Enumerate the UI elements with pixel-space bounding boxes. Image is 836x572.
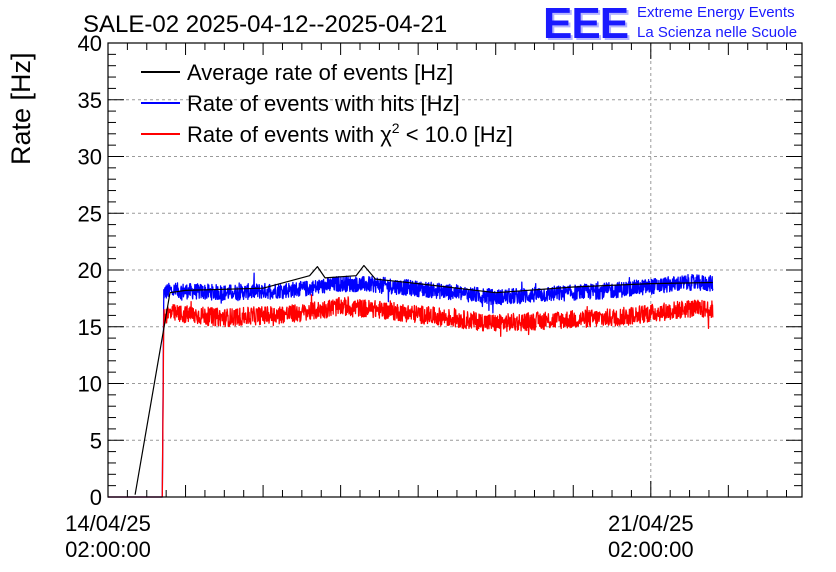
- y-tick-label: 10: [78, 372, 102, 397]
- plot-frame: [107, 42, 803, 498]
- legend-label-1: Average rate of events [Hz]: [187, 60, 453, 85]
- legend-label-3: Rate of events with χ2 < 10.0 [Hz]: [187, 120, 513, 147]
- y-tick-label: 5: [90, 428, 102, 453]
- x-tick-date: 14/04/25: [65, 511, 151, 536]
- logo-line-2: La Scienza nelle Scuole: [637, 24, 798, 41]
- y-tick-label: 30: [78, 145, 102, 170]
- y-tick-label: 40: [78, 31, 102, 56]
- x-tick-time: 02:00:00: [608, 537, 694, 562]
- eee-logo-caption: Extreme Energy Events La Scienza nelle S…: [637, 3, 797, 43]
- y-tick-label: 15: [78, 315, 102, 340]
- series-line-3: [107, 294, 714, 498]
- series-layer: [107, 264, 714, 498]
- series-line-2: [107, 272, 714, 498]
- y-tick-label: 0: [90, 485, 102, 510]
- eee-logo: EEE: [543, 0, 629, 48]
- logo-line-1: Extreme Energy Events: [637, 4, 795, 21]
- y-axis-label: Rate [Hz]: [6, 52, 36, 165]
- chart-title: SALE-02 2025-04-12--2025-04-21: [83, 11, 447, 38]
- legend: Average rate of events [Hz] Rate of event…: [141, 60, 513, 147]
- y-tick-label: 25: [78, 201, 102, 226]
- y-tick-label: 20: [78, 258, 102, 283]
- x-tick-time: 02:00:00: [65, 537, 151, 562]
- y-tick-label: 35: [78, 88, 102, 113]
- grid-lines: [107, 43, 802, 497]
- series-line-1: [134, 264, 713, 495]
- axes: 051015202530354014/04/2502:00:0021/04/25…: [65, 31, 803, 562]
- legend-label-2: Rate of events with hits [Hz]: [187, 91, 460, 116]
- x-tick-date: 21/04/25: [608, 511, 694, 536]
